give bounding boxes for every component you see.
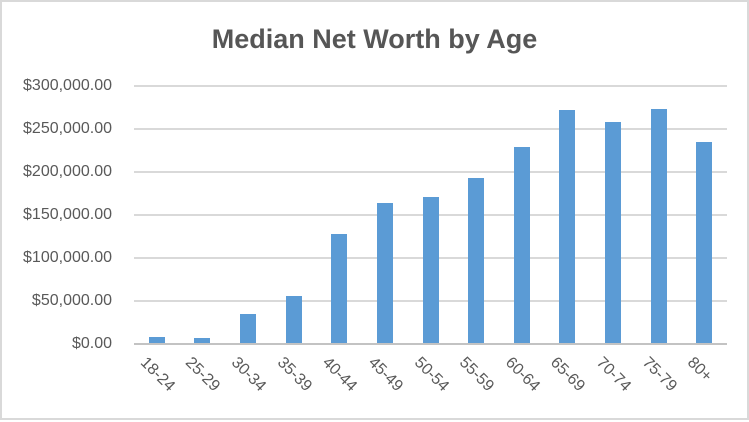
x-axis: 18-24 25-29 30-34 35-39 40-44 45-49 50-54 55-59…: [134, 344, 727, 422]
y-tick-label: $300,000.00: [23, 77, 112, 94]
bar-55-59[interactable]: [468, 177, 485, 344]
gridline: [134, 171, 727, 173]
x-tick-label: 80+: [684, 354, 716, 386]
x-tick-label: 25-29: [182, 354, 224, 395]
plot-area: [134, 85, 727, 345]
x-tick-label: 35-39: [273, 354, 315, 395]
bar-40-44[interactable]: [331, 234, 348, 344]
x-tick-label: 40-44: [319, 354, 361, 395]
x-tick-label: 75-79: [638, 354, 680, 395]
x-tick-label: 30-34: [228, 354, 269, 395]
bar-60-64[interactable]: [513, 147, 530, 344]
gridline: [134, 85, 727, 87]
bar-80+[interactable]: [696, 141, 713, 344]
y-tick-label: $0.00: [71, 335, 112, 352]
x-tick-label: 50-54: [410, 354, 452, 395]
bar-70-74[interactable]: [604, 121, 621, 344]
bar-18-24[interactable]: [148, 336, 165, 344]
y-tick-label: $250,000.00: [23, 120, 112, 137]
bar-30-34[interactable]: [240, 313, 257, 344]
chart-title: Median Net Worth by Age: [211, 24, 538, 54]
y-tick-label: $50,000.00: [31, 292, 112, 309]
bar-65-69[interactable]: [559, 110, 576, 344]
x-tick-label: 45-49: [364, 354, 406, 395]
gridline: [134, 128, 727, 130]
bar-50-54[interactable]: [422, 196, 439, 344]
x-tick-label: 18-24: [136, 354, 178, 395]
bar-25-29[interactable]: [194, 337, 211, 344]
y-tick-label: $150,000.00: [23, 206, 112, 223]
bar-35-39[interactable]: [285, 296, 302, 344]
x-tick-label: 55-59: [456, 354, 498, 395]
x-tick-label: 65-69: [547, 354, 589, 395]
bar-75-79[interactable]: [650, 109, 667, 344]
x-tick-label: 60-64: [501, 354, 543, 395]
y-tick-label: $100,000.00: [23, 249, 112, 266]
y-tick-label: $200,000.00: [23, 163, 112, 180]
bar-45-49[interactable]: [376, 202, 393, 344]
x-tick-label: 70-74: [592, 354, 634, 395]
y-axis: $0.00 $50,000.00 $100,000.00 $150,000.00 $20…: [2, 2, 112, 422]
x-axis-line: [134, 343, 727, 345]
